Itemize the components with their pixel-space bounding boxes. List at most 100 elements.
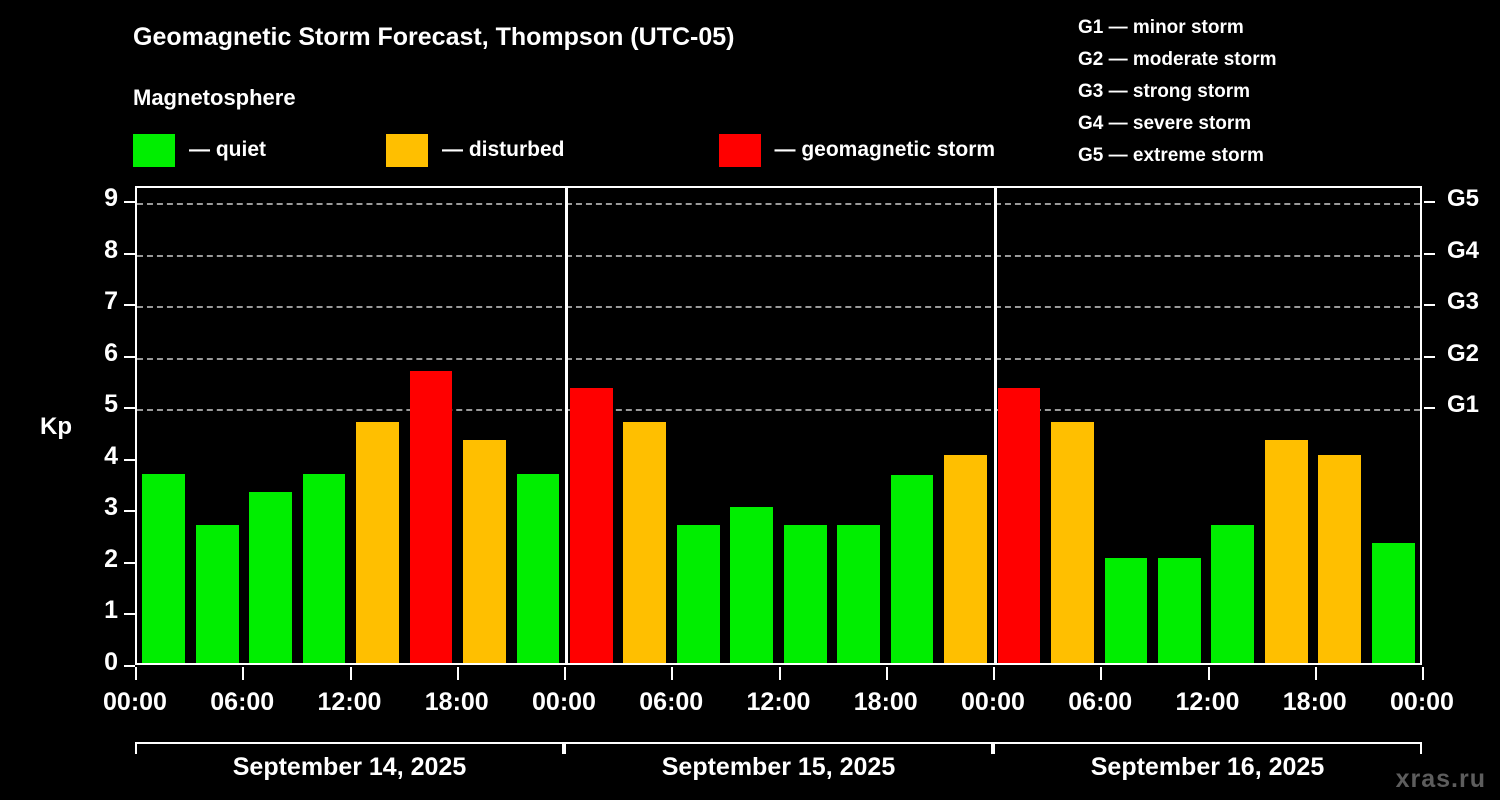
storm-swatch bbox=[718, 133, 761, 167]
plot-area bbox=[135, 186, 1422, 665]
x-tick-mark-8 bbox=[993, 667, 995, 680]
y-tick-label-5: 5 bbox=[104, 390, 118, 419]
bar[interactable] bbox=[837, 525, 880, 663]
day-divider-2 bbox=[993, 188, 997, 663]
legend-label-1: — disturbed bbox=[442, 138, 565, 161]
y-tick-mark-4 bbox=[124, 458, 135, 461]
magnetosphere-label: Magnetosphere bbox=[133, 85, 296, 110]
gridline-kp-8 bbox=[137, 254, 1420, 257]
bar[interactable] bbox=[1051, 422, 1094, 663]
g-tick-mark-G2 bbox=[1424, 355, 1435, 358]
bar-slot bbox=[244, 188, 297, 663]
bar-slot bbox=[725, 188, 778, 663]
legend-entry-1: — disturbed bbox=[386, 133, 565, 167]
g-scale-legend: G1 — minor storm G2 — moderate storm G3 — … bbox=[1078, 12, 1277, 172]
x-tick-mark-7 bbox=[885, 667, 888, 680]
gridline-kp-9 bbox=[137, 203, 1420, 206]
disturbed-swatch bbox=[386, 133, 428, 167]
x-tick-mark-12 bbox=[1422, 667, 1424, 680]
x-tick-mark-2 bbox=[349, 667, 352, 680]
watermark: xras.ru bbox=[1395, 765, 1486, 793]
bar[interactable] bbox=[516, 473, 560, 663]
y-axis-label: Kp bbox=[40, 413, 72, 440]
bar[interactable] bbox=[1318, 455, 1362, 663]
y-tick-label-8: 8 bbox=[104, 235, 118, 264]
x-tick-mark-5 bbox=[671, 667, 674, 680]
bar[interactable] bbox=[783, 525, 827, 663]
bar-slot bbox=[672, 188, 725, 663]
bar[interactable] bbox=[1264, 439, 1308, 663]
bar[interactable] bbox=[249, 491, 292, 663]
g-legend-item-4: G4 — severe storm bbox=[1078, 112, 1252, 134]
y-tick-label-3: 3 bbox=[104, 493, 118, 522]
bar[interactable] bbox=[623, 422, 667, 663]
g-legend-item-5: G5 — extreme storm bbox=[1078, 144, 1264, 166]
bar-slot bbox=[1260, 188, 1313, 663]
day-bracket-1 bbox=[135, 742, 564, 754]
y-tick-mark-0 bbox=[124, 665, 135, 667]
g-axis-label-G2: G2 bbox=[1447, 339, 1480, 367]
g-axis-label-G4: G4 bbox=[1447, 236, 1480, 264]
g-legend-item-2: G2 — moderate storm bbox=[1078, 48, 1277, 70]
bar-slot bbox=[351, 188, 404, 663]
bar-slot bbox=[1046, 188, 1099, 663]
x-tick-label-7: 18:00 bbox=[853, 688, 918, 716]
bar-slot bbox=[778, 188, 831, 663]
bar[interactable] bbox=[1104, 558, 1148, 663]
bar[interactable] bbox=[997, 388, 1041, 663]
bar-series bbox=[137, 188, 1420, 663]
bar[interactable] bbox=[302, 473, 346, 663]
g-tick-mark-G1 bbox=[1424, 407, 1435, 410]
y-tick-label-6: 6 bbox=[104, 338, 118, 367]
bar[interactable] bbox=[676, 525, 720, 663]
bar-slot bbox=[511, 188, 564, 663]
legend-entry-0: — quiet bbox=[133, 133, 266, 167]
g-legend-item-3: G3 — strong storm bbox=[1078, 80, 1251, 102]
y-tick-mark-5 bbox=[124, 407, 135, 410]
x-tick-label-3: 18:00 bbox=[424, 688, 489, 716]
bar-slot bbox=[565, 188, 618, 663]
bar[interactable] bbox=[463, 439, 506, 663]
gridline-kp-6 bbox=[137, 357, 1420, 360]
y-tick-label-2: 2 bbox=[104, 544, 118, 573]
x-tick-mark-6 bbox=[778, 667, 781, 680]
gridline-kp-7 bbox=[137, 306, 1420, 309]
x-tick-mark-1 bbox=[242, 667, 245, 680]
day-label-1: September 14, 2025 bbox=[232, 753, 467, 781]
x-tick-mark-11 bbox=[1314, 667, 1317, 680]
x-tick-mark-4 bbox=[564, 667, 566, 680]
bar[interactable] bbox=[409, 370, 453, 663]
g-axis-label-G3: G3 bbox=[1447, 288, 1480, 316]
bar[interactable] bbox=[1157, 558, 1201, 663]
y-tick-mark-6 bbox=[124, 355, 135, 358]
bar[interactable] bbox=[944, 455, 987, 663]
bar[interactable] bbox=[1371, 543, 1415, 663]
bar-slot bbox=[190, 188, 243, 663]
bar-slot bbox=[992, 188, 1045, 663]
gridline-kp-5 bbox=[137, 409, 1420, 412]
bar[interactable] bbox=[1211, 525, 1255, 663]
x-tick-label-0: 00:00 bbox=[103, 688, 167, 716]
x-tick-mark-9 bbox=[1100, 667, 1103, 680]
day-divider-1 bbox=[564, 188, 568, 663]
y-tick-mark-9 bbox=[124, 201, 135, 204]
bar[interactable] bbox=[730, 506, 774, 663]
bar-slot bbox=[885, 188, 938, 663]
bar[interactable] bbox=[890, 475, 934, 663]
x-tick-label-5: 06:00 bbox=[639, 688, 704, 716]
bar-slot bbox=[297, 188, 350, 663]
bar-slot bbox=[1153, 188, 1206, 663]
legend-label-0: — quiet bbox=[189, 138, 266, 161]
bar[interactable] bbox=[142, 473, 186, 663]
bar[interactable] bbox=[195, 525, 239, 663]
day-label-2: September 15, 2025 bbox=[661, 753, 896, 781]
x-tick-label-6: 12:00 bbox=[746, 688, 811, 716]
day-bracket-3 bbox=[993, 742, 1422, 754]
day-bracket-2 bbox=[564, 742, 993, 754]
x-tick-label-9: 06:00 bbox=[1068, 688, 1133, 716]
page-title: Geomagnetic Storm Forecast, Thompson (UT… bbox=[133, 23, 735, 51]
bar[interactable] bbox=[356, 422, 399, 663]
x-tick-label-10: 12:00 bbox=[1175, 688, 1240, 716]
bar[interactable] bbox=[569, 388, 613, 663]
x-tick-label-4: 00:00 bbox=[532, 688, 596, 716]
